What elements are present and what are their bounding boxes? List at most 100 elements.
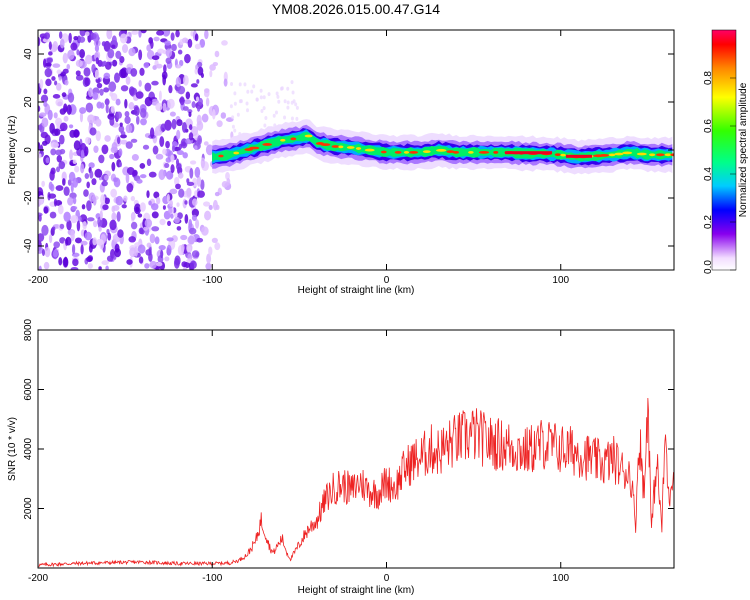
noise-speck: [89, 127, 97, 136]
noise-speck: [52, 63, 61, 68]
noise-speck: [86, 217, 95, 222]
noise-speck: [175, 76, 182, 88]
noise-speck: [155, 102, 163, 112]
noise-speck: [63, 186, 70, 196]
noise-speck: [119, 55, 125, 64]
noise-speck: [49, 211, 57, 219]
noise-speck: [187, 38, 193, 48]
noise-speck: [70, 42, 78, 51]
noise-speck: [212, 109, 216, 120]
noise-speck: [130, 221, 138, 230]
noise-speck: [153, 36, 160, 42]
noise-speck: [137, 244, 146, 254]
noise-speck: [68, 32, 72, 44]
noise-speck: [109, 116, 115, 126]
noise-speck: [274, 110, 278, 115]
noise-speck: [166, 193, 170, 203]
noise-speck: [79, 49, 85, 59]
page-title: YM08.2026.015.00.47.G14: [271, 1, 441, 17]
noise-speck: [83, 67, 91, 77]
noise-speck: [160, 123, 167, 132]
noise-speck: [130, 195, 136, 202]
noise-speck: [155, 153, 164, 160]
noise-speck: [195, 64, 199, 70]
noise-speck: [174, 176, 180, 186]
noise-speck: [134, 246, 139, 257]
x-tick-label: -100: [202, 275, 222, 286]
noise-speck: [159, 136, 165, 148]
noise-speck: [99, 210, 103, 221]
noise-speck: [79, 107, 87, 114]
ridge-peak: [320, 143, 331, 146]
noise-speck: [85, 31, 90, 37]
noise-speck: [167, 220, 172, 226]
noise-speck: [101, 260, 109, 266]
noise-speck: [176, 119, 183, 127]
noise-speck: [48, 41, 52, 50]
noise-speck: [164, 256, 170, 262]
noise-speck: [67, 92, 75, 103]
noise-speck: [49, 122, 55, 134]
noise-speck: [125, 124, 133, 134]
noise-speck: [138, 227, 144, 235]
noise-speck: [221, 181, 228, 188]
ridge-peak: [446, 150, 455, 154]
noise-speck: [58, 76, 62, 81]
ridge-peak: [664, 153, 672, 157]
colorbar-ticks: 0.0 0.2 0.4 0.6 0.8: [703, 71, 736, 274]
snr-x-ticks: -200 -100 0 100: [28, 330, 570, 584]
noise-speck: [189, 160, 197, 165]
noise-speck: [111, 212, 117, 222]
noise-speck: [214, 191, 220, 197]
noise-speck: [85, 54, 93, 65]
noise-speck: [135, 91, 144, 99]
noise-speck: [188, 227, 197, 235]
noise-speck: [74, 237, 82, 244]
noise-speck: [233, 101, 237, 106]
y-tick-label: 2000: [23, 497, 34, 520]
noise-speck: [84, 77, 91, 87]
noise-speck: [43, 206, 49, 214]
noise-speck: [160, 249, 164, 259]
noise-speck: [157, 48, 165, 54]
ridge-peak: [608, 153, 616, 157]
noise-speck: [59, 38, 65, 49]
noise-speck: [165, 57, 172, 64]
noise-speck: [158, 169, 166, 181]
noise-speck: [71, 216, 76, 224]
noise-speck: [140, 30, 147, 34]
noise-speck: [106, 255, 114, 262]
noise-speck: [188, 111, 192, 117]
noise-speck: [105, 103, 109, 114]
noise-speck: [149, 127, 155, 139]
noise-speck: [169, 199, 173, 208]
noise-speck: [99, 88, 104, 96]
noise-speck: [101, 41, 107, 47]
noise-speck: [165, 170, 174, 180]
noise-speck: [75, 59, 83, 68]
noise-speck: [39, 112, 47, 117]
noise-speck: [87, 114, 95, 124]
noise-speck: [186, 245, 192, 253]
noise-speck: [164, 162, 170, 168]
noise-speck: [131, 154, 139, 161]
noise-speck: [277, 99, 281, 104]
noise-speck: [98, 226, 102, 232]
noise-speck: [139, 163, 146, 169]
noise-speck: [295, 116, 299, 121]
noise-speck: [62, 68, 69, 74]
ridge-peak: [478, 151, 490, 154]
noise-speck: [179, 96, 185, 106]
noise-speck: [196, 120, 204, 131]
noise-speck: [290, 116, 294, 121]
noise-speck: [189, 167, 194, 179]
noise-speck: [41, 224, 49, 236]
ridge-peak: [560, 153, 566, 157]
noise-speck: [176, 163, 182, 171]
noise-speck: [162, 74, 167, 86]
noise-speck: [113, 72, 120, 83]
noise-speck: [136, 115, 140, 125]
noise-speck: [66, 104, 72, 115]
ridge-peak: [403, 151, 410, 154]
noise-speck: [43, 261, 50, 270]
